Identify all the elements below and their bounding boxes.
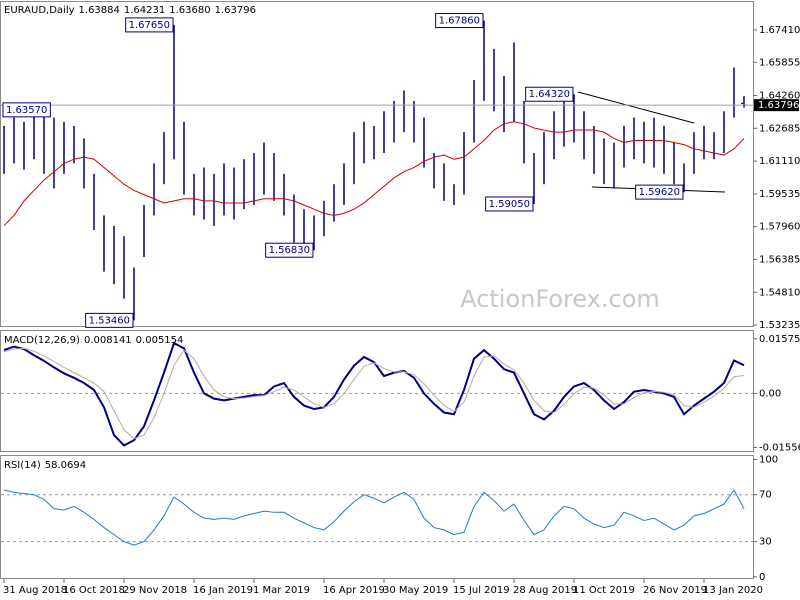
price-panel-frame [0,1,754,327]
x-tick-label: 16 Oct 2018 [63,585,125,596]
header-value: 1.63884 [79,5,120,16]
x-tick-label: 15 Jul 2019 [453,585,510,596]
y-tick-label: 1.59535 [759,189,800,200]
header-value: 0.008141 [84,335,132,346]
annotation-box [2,102,51,118]
y-tick-label: 0 [759,572,765,583]
macd-line [3,341,745,447]
y-tick-label: 1.57960 [759,222,800,233]
annotation-box [125,17,174,33]
indicator-name: EURAUD,Daily [4,5,75,16]
annotation-box [485,196,534,212]
y-tick-label: 0.00 [759,388,781,399]
y-tick-label: 1.54810 [759,287,800,298]
price-annotation: 1.67650 [129,20,170,31]
header-value: 1.63680 [169,5,210,16]
header-value: 1.63796 [215,5,256,16]
header-value: 58.0694 [45,460,86,471]
panel-header: RSI(14) 58.0694 [4,460,86,471]
y-tick-label: 100 [759,455,778,466]
y-tick-label: 1.61110 [759,156,800,167]
indicator-name: MACD(12,26,9) [4,335,80,346]
y-tick-label: 0.01575 [759,334,800,345]
x-tick-label: 1 Mar 2019 [253,585,310,596]
indicator-name: RSI(14) [4,460,41,471]
y-tick-label: 1.53235 [759,320,800,331]
x-tick-label: 26 Nov 2019 [643,585,707,596]
price-annotation: 1.67860 [439,16,480,27]
rsi-line [3,489,745,546]
panel-header: EURAUD,Daily 1.63884 1.64231 1.63680 1.63796 [4,5,256,16]
x-tick-label: 31 Aug 2018 [3,585,67,596]
y-tick-label: 1.67410 [759,25,800,36]
price-annotation: 1.53460 [89,315,130,326]
y-tick-label: 1.56385 [759,254,800,265]
header-value: 0.005154 [136,335,184,346]
y-tick-label: 1.65855 [759,57,800,68]
x-tick-label: 16 Jan 2019 [193,585,253,596]
watermark: ActionForex.com [460,285,660,313]
x-tick-label: 29 Nov 2018 [123,585,187,596]
macd-panel-frame [0,330,754,452]
x-tick-label: 30 May 2019 [383,585,448,596]
y-tick-label: 30 [759,537,772,548]
y-tick-label: 1.64260 [759,90,800,101]
x-tick-label: 11 Oct 2019 [573,585,635,596]
price-annotation: 1.56830 [269,245,310,256]
annotation-box [435,13,484,29]
x-tick-label: 16 Apr 2019 [323,585,385,596]
current-price-box [754,99,799,112]
annotation-box [635,184,684,200]
price-annotation: 1.59620 [639,187,680,198]
panel-header: MACD(12,26,9) 0.008141 0.005154 [4,335,183,346]
moving-average [3,121,745,227]
signal-line [3,347,745,440]
rsi-panel-frame [0,455,754,579]
header-value: 1.64231 [124,5,165,16]
price-annotation: 1.63570 [6,105,47,116]
price-annotation: 1.59050 [489,199,530,210]
x-tick-label: 13 Jan 2020 [703,585,763,596]
x-tick-label: 28 Aug 2019 [513,585,577,596]
price-annotation: 1.64320 [529,89,570,100]
y-tick-label: 70 [759,490,772,501]
current-price-label: 1.63796 [758,100,799,111]
y-tick-label: 1.62685 [759,123,800,134]
annotation-box [525,86,574,102]
y-tick-label: -0.015568 [759,442,800,453]
resistance-trendline [577,91,695,124]
annotation-box [265,242,314,258]
annotation-box [85,312,134,328]
